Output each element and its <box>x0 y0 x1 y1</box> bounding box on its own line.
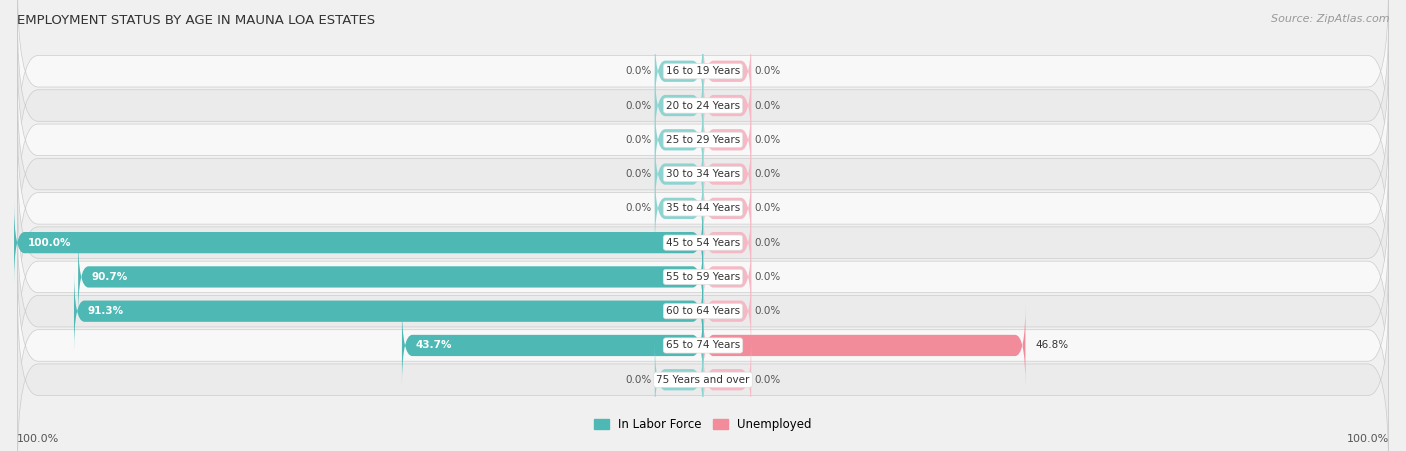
Text: 45 to 54 Years: 45 to 54 Years <box>666 238 740 248</box>
FancyBboxPatch shape <box>17 293 1389 451</box>
Legend: In Labor Force, Unemployed: In Labor Force, Unemployed <box>589 413 817 436</box>
FancyBboxPatch shape <box>17 156 1389 330</box>
FancyBboxPatch shape <box>17 121 1389 295</box>
Text: 0.0%: 0.0% <box>755 135 780 145</box>
FancyBboxPatch shape <box>655 133 703 215</box>
Text: 100.0%: 100.0% <box>28 238 72 248</box>
Text: 0.0%: 0.0% <box>755 169 780 179</box>
Text: 75 Years and over: 75 Years and over <box>657 375 749 385</box>
FancyBboxPatch shape <box>703 271 751 352</box>
Text: 0.0%: 0.0% <box>755 66 780 76</box>
FancyBboxPatch shape <box>79 236 703 318</box>
FancyBboxPatch shape <box>703 133 751 215</box>
FancyBboxPatch shape <box>17 224 1389 398</box>
Text: 0.0%: 0.0% <box>626 135 651 145</box>
FancyBboxPatch shape <box>703 339 751 420</box>
FancyBboxPatch shape <box>655 99 703 180</box>
FancyBboxPatch shape <box>17 87 1389 261</box>
Text: 0.0%: 0.0% <box>626 169 651 179</box>
Text: 0.0%: 0.0% <box>626 203 651 213</box>
Text: Source: ZipAtlas.com: Source: ZipAtlas.com <box>1271 14 1389 23</box>
FancyBboxPatch shape <box>14 202 703 283</box>
Text: 35 to 44 Years: 35 to 44 Years <box>666 203 740 213</box>
FancyBboxPatch shape <box>75 271 703 352</box>
FancyBboxPatch shape <box>703 236 751 318</box>
FancyBboxPatch shape <box>703 305 1025 386</box>
FancyBboxPatch shape <box>655 168 703 249</box>
Text: 55 to 59 Years: 55 to 59 Years <box>666 272 740 282</box>
FancyBboxPatch shape <box>703 202 751 283</box>
Text: 100.0%: 100.0% <box>17 434 59 444</box>
Text: 0.0%: 0.0% <box>755 306 780 316</box>
Text: 0.0%: 0.0% <box>755 203 780 213</box>
Text: 46.8%: 46.8% <box>1036 341 1069 350</box>
Text: 0.0%: 0.0% <box>755 238 780 248</box>
Text: 0.0%: 0.0% <box>626 101 651 110</box>
Text: 65 to 74 Years: 65 to 74 Years <box>666 341 740 350</box>
Text: 0.0%: 0.0% <box>626 375 651 385</box>
FancyBboxPatch shape <box>703 31 751 112</box>
FancyBboxPatch shape <box>655 31 703 112</box>
Text: 43.7%: 43.7% <box>416 341 453 350</box>
FancyBboxPatch shape <box>655 339 703 420</box>
Text: 91.3%: 91.3% <box>87 306 124 316</box>
Text: 0.0%: 0.0% <box>755 375 780 385</box>
FancyBboxPatch shape <box>17 0 1389 158</box>
FancyBboxPatch shape <box>703 168 751 249</box>
Text: 0.0%: 0.0% <box>755 272 780 282</box>
FancyBboxPatch shape <box>17 18 1389 193</box>
FancyBboxPatch shape <box>402 305 703 386</box>
Text: 16 to 19 Years: 16 to 19 Years <box>666 66 740 76</box>
Text: 60 to 64 Years: 60 to 64 Years <box>666 306 740 316</box>
Text: 0.0%: 0.0% <box>755 101 780 110</box>
Text: 90.7%: 90.7% <box>91 272 128 282</box>
Text: 20 to 24 Years: 20 to 24 Years <box>666 101 740 110</box>
Text: EMPLOYMENT STATUS BY AGE IN MAUNA LOA ESTATES: EMPLOYMENT STATUS BY AGE IN MAUNA LOA ES… <box>17 14 375 27</box>
FancyBboxPatch shape <box>17 190 1389 364</box>
FancyBboxPatch shape <box>17 258 1389 433</box>
Text: 0.0%: 0.0% <box>626 66 651 76</box>
Text: 100.0%: 100.0% <box>1347 434 1389 444</box>
Text: 25 to 29 Years: 25 to 29 Years <box>666 135 740 145</box>
FancyBboxPatch shape <box>703 99 751 180</box>
FancyBboxPatch shape <box>655 65 703 146</box>
Text: 30 to 34 Years: 30 to 34 Years <box>666 169 740 179</box>
FancyBboxPatch shape <box>17 53 1389 227</box>
FancyBboxPatch shape <box>703 65 751 146</box>
